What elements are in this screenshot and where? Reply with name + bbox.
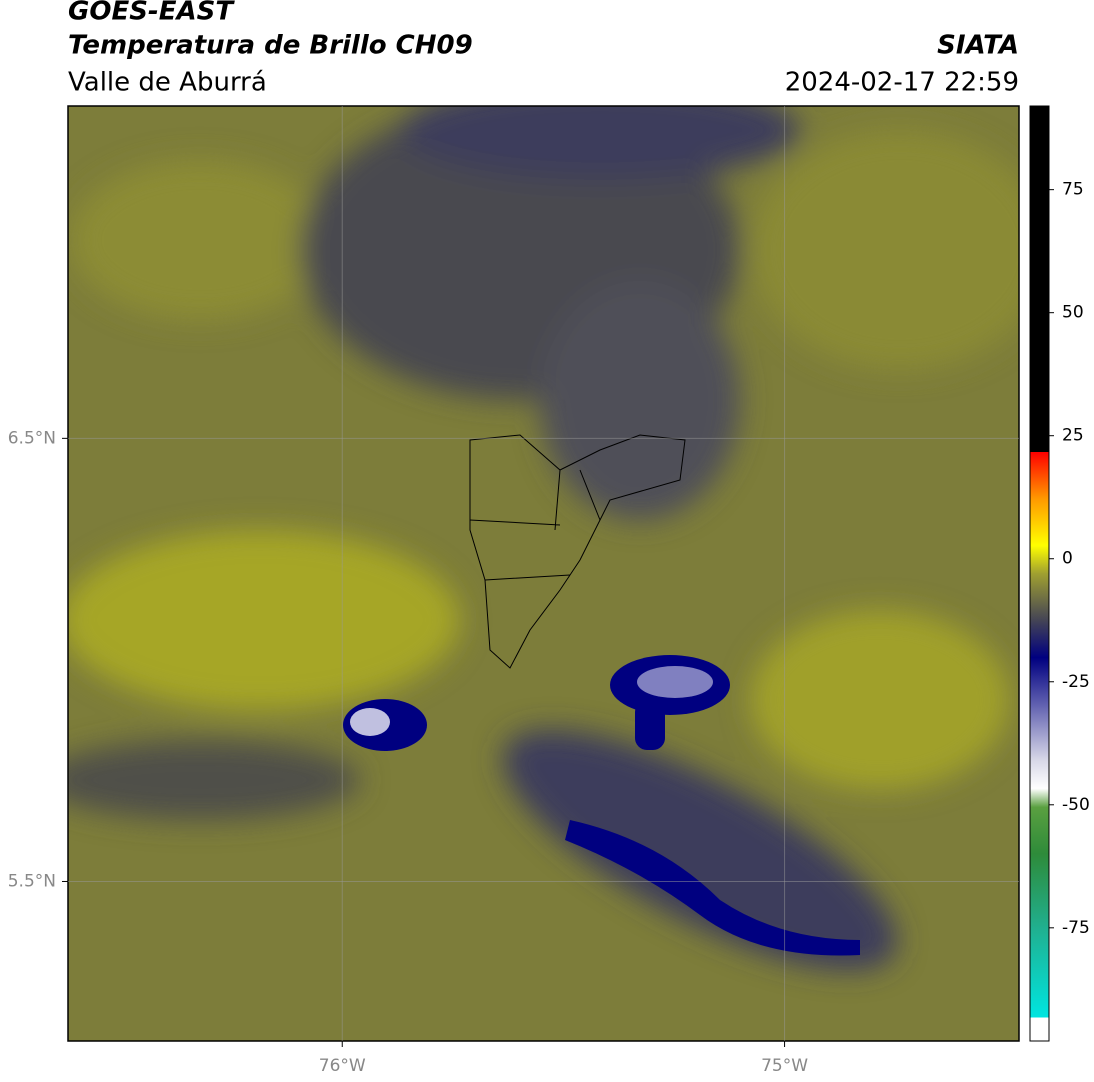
region: Valle de Aburrá (68, 68, 267, 98)
subtitle: Temperatura de Brillo CH09 (68, 31, 473, 61)
colorbar-tick-label: 75 (1062, 180, 1084, 200)
title: GOES-EAST (68, 0, 235, 27)
x-tick-label: 75°W (761, 1056, 808, 1076)
datetime: 2024-02-17 22:59 (785, 68, 1019, 98)
colorbar-tick-label: -25 (1062, 672, 1090, 692)
colorbar (1029, 105, 1050, 1042)
colorbar-tick-label: -75 (1062, 918, 1090, 938)
colorbar-tick-label: -50 (1062, 795, 1090, 815)
map-image (68, 106, 1019, 1041)
colorbar-tick-label: 25 (1062, 426, 1084, 446)
source: SIATA (937, 31, 1019, 61)
colorbar-tick-label: 50 (1062, 303, 1084, 323)
y-tick-label: 6.5°N (8, 428, 56, 448)
map-frame (67, 105, 1020, 1042)
y-tick-label: 5.5°N (8, 871, 56, 891)
x-tick-label: 76°W (319, 1056, 366, 1076)
colorbar-tick-label: 0 (1062, 549, 1073, 569)
